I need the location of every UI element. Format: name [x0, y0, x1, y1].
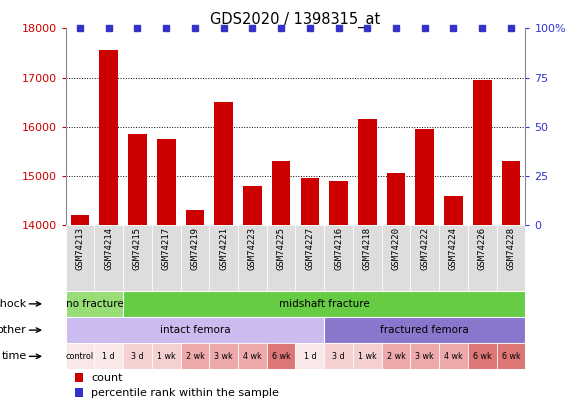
Text: GSM74222: GSM74222: [420, 227, 429, 270]
Bar: [358, 119, 377, 225]
Text: GSM74220: GSM74220: [392, 227, 400, 270]
Text: intact femora: intact femora: [160, 325, 230, 335]
Text: GSM74223: GSM74223: [248, 227, 257, 270]
Bar: [238, 225, 267, 291]
Text: GSM74228: GSM74228: [506, 227, 516, 270]
Text: fractured femora: fractured femora: [380, 325, 469, 335]
Bar: [186, 210, 204, 225]
Bar: [353, 343, 381, 369]
Text: 4 wk: 4 wk: [444, 352, 463, 361]
Text: GSM74227: GSM74227: [305, 227, 315, 270]
Bar: [152, 343, 180, 369]
Bar: [296, 225, 324, 291]
Text: other: other: [0, 325, 27, 335]
Bar: [66, 317, 324, 343]
Bar: [75, 373, 83, 382]
Bar: [473, 80, 492, 225]
Bar: [381, 343, 411, 369]
Text: percentile rank within the sample: percentile rank within the sample: [91, 388, 279, 398]
Bar: [439, 343, 468, 369]
Text: GSM74226: GSM74226: [478, 227, 486, 270]
Bar: [75, 388, 83, 397]
Text: 3 wk: 3 wk: [214, 352, 233, 361]
Text: 2 wk: 2 wk: [186, 352, 204, 361]
Text: 3 d: 3 d: [131, 352, 144, 361]
Bar: [439, 225, 468, 291]
Text: GSM74225: GSM74225: [276, 227, 286, 270]
Bar: [497, 343, 525, 369]
Bar: [468, 225, 497, 291]
Text: midshaft fracture: midshaft fracture: [279, 299, 369, 309]
Text: shock: shock: [0, 299, 27, 309]
Text: 6 wk: 6 wk: [501, 352, 520, 361]
Title: GDS2020 / 1398315_at: GDS2020 / 1398315_at: [210, 12, 381, 28]
Bar: [411, 225, 439, 291]
Bar: [123, 291, 525, 317]
Bar: [444, 196, 463, 225]
Bar: [123, 225, 152, 291]
Bar: [381, 225, 411, 291]
Bar: [210, 343, 238, 369]
Text: GSM74224: GSM74224: [449, 227, 458, 270]
Bar: [411, 343, 439, 369]
Bar: [128, 134, 147, 225]
Text: GSM74218: GSM74218: [363, 227, 372, 270]
Text: time: time: [1, 352, 27, 361]
Bar: [497, 225, 525, 291]
Bar: [267, 225, 296, 291]
Bar: [210, 225, 238, 291]
Bar: [296, 343, 324, 369]
Text: 3 wk: 3 wk: [415, 352, 434, 361]
Text: GSM74214: GSM74214: [104, 227, 113, 270]
Bar: [180, 225, 210, 291]
Text: GSM74215: GSM74215: [133, 227, 142, 270]
Text: 2 wk: 2 wk: [387, 352, 405, 361]
Bar: [468, 343, 497, 369]
Text: 6 wk: 6 wk: [473, 352, 492, 361]
Text: 3 d: 3 d: [332, 352, 345, 361]
Bar: [71, 215, 90, 225]
Bar: [66, 291, 123, 317]
Bar: [416, 129, 434, 225]
Bar: [180, 343, 210, 369]
Bar: [238, 343, 267, 369]
Bar: [272, 161, 291, 225]
Text: 1 d: 1 d: [102, 352, 115, 361]
Text: 1 wk: 1 wk: [358, 352, 377, 361]
Text: GSM74221: GSM74221: [219, 227, 228, 270]
Bar: [329, 181, 348, 225]
Bar: [152, 225, 180, 291]
Text: 1 wk: 1 wk: [157, 352, 176, 361]
Bar: [267, 343, 296, 369]
Text: GSM74217: GSM74217: [162, 227, 171, 270]
Text: count: count: [91, 373, 122, 383]
Text: 4 wk: 4 wk: [243, 352, 262, 361]
Bar: [214, 102, 233, 225]
Bar: [94, 343, 123, 369]
Bar: [501, 161, 520, 225]
Text: GSM74213: GSM74213: [75, 227, 85, 270]
Text: 6 wk: 6 wk: [272, 352, 291, 361]
Bar: [123, 343, 152, 369]
Bar: [243, 186, 262, 225]
Text: control: control: [66, 352, 94, 361]
Bar: [66, 343, 94, 369]
Bar: [300, 179, 319, 225]
Bar: [353, 225, 381, 291]
Bar: [324, 343, 353, 369]
Text: no fracture: no fracture: [66, 299, 123, 309]
Bar: [99, 51, 118, 225]
Text: GSM74216: GSM74216: [334, 227, 343, 270]
Text: GSM74219: GSM74219: [191, 227, 199, 270]
Bar: [66, 225, 94, 291]
Text: 1 d: 1 d: [304, 352, 316, 361]
Bar: [324, 225, 353, 291]
Bar: [157, 139, 175, 225]
Bar: [387, 173, 405, 225]
Bar: [324, 317, 525, 343]
Bar: [94, 225, 123, 291]
